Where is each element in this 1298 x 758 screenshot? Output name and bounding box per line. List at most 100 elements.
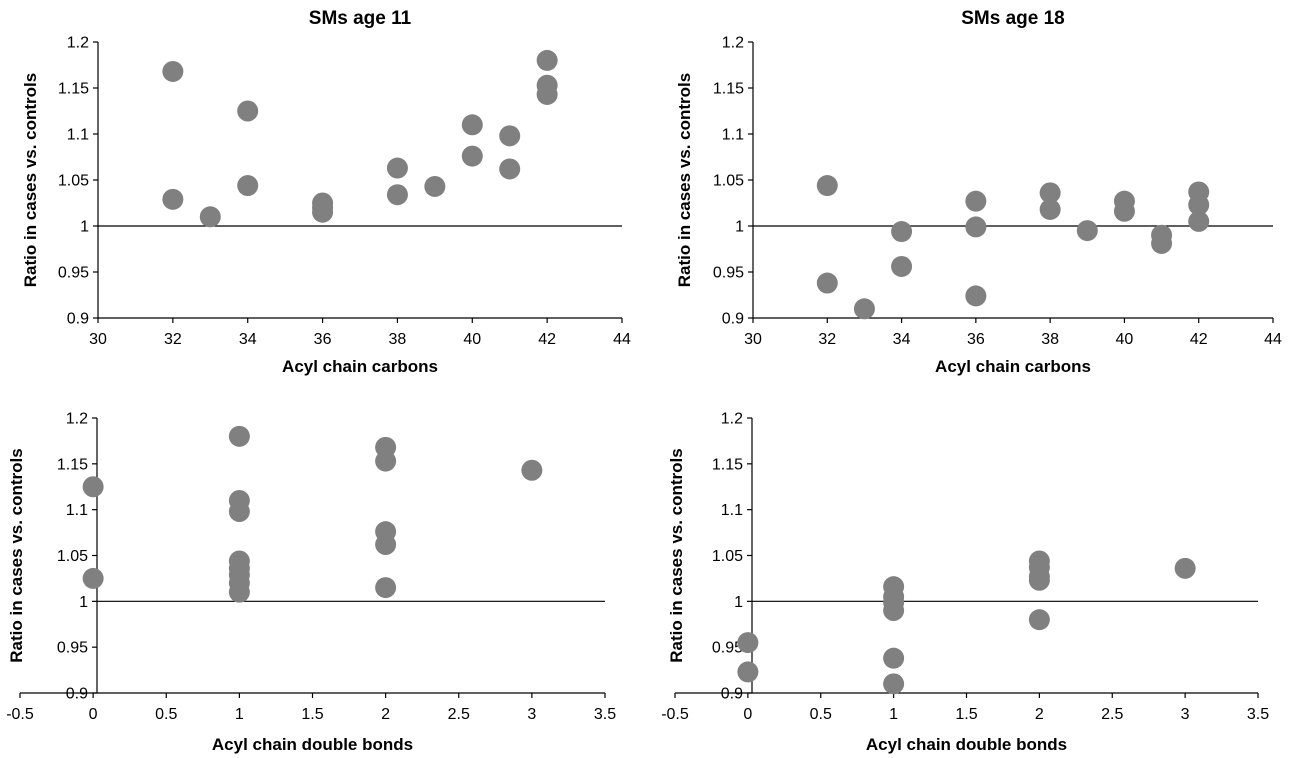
data-point — [386, 157, 408, 179]
data-point — [816, 272, 838, 294]
data-point — [891, 255, 913, 277]
y-axis-label: Ratio in cases vs. controls — [7, 448, 26, 662]
x-tick-label: -0.5 — [661, 706, 689, 723]
y-tick-label: 1.2 — [721, 411, 743, 428]
data-point — [1188, 194, 1210, 216]
y-tick-label: 1.1 — [722, 127, 744, 144]
data-point — [82, 476, 104, 498]
chart-panel-3: 0.9 0.95 1 1.05 1.1 1.15 1.2 -0.5 0 0.5 1 1.5 2 2.5 3 3… — [6, 411, 616, 755]
y-tick-label: 1.05 — [713, 173, 744, 190]
y-axis-label: Ratio in cases vs. controls — [675, 73, 694, 287]
data-point — [965, 216, 987, 238]
y-tick-label: 0.9 — [721, 686, 743, 703]
x-tick-label: 30 — [744, 331, 762, 348]
y-tick-label: 1.2 — [67, 35, 89, 52]
data-point — [965, 190, 987, 212]
x-tick-label: 32 — [818, 331, 836, 348]
y-tick-label: 1.05 — [58, 173, 89, 190]
data-point — [816, 175, 838, 197]
data-point — [1039, 198, 1061, 220]
y-tick-label: 1.15 — [57, 456, 88, 473]
data-point — [312, 201, 334, 223]
data-point — [883, 600, 905, 621]
x-tick-label: 0.5 — [810, 706, 832, 723]
chart-panel-2: SMs age 18 0.9 0.95 1 1.05 1.1 1.15 1.2 30 32 34 36… — [675, 8, 1282, 376]
x-axis-label: Acyl chain carbons — [282, 357, 438, 376]
data-point — [375, 534, 397, 555]
x-axis-label: Acyl chain double bonds — [212, 735, 413, 754]
y-tick-label: 1.15 — [713, 81, 744, 98]
x-tick-label: 3 — [527, 706, 536, 723]
y-tick-label: 0.9 — [67, 311, 89, 328]
x-tick-label: 34 — [893, 331, 911, 348]
data-point — [883, 647, 905, 669]
data-point — [499, 158, 521, 180]
y-tick-label: 1.2 — [722, 35, 744, 52]
chart-panel-1: SMs age 11 0.9 0.95 1 1.05 1.1 1.15 1.2 30 32 34 36… — [21, 8, 631, 376]
y-tick-label: 1.15 — [58, 81, 89, 98]
x-tick-label: 1 — [889, 706, 898, 723]
x-tick-label: 38 — [389, 331, 407, 348]
data-point — [424, 175, 446, 197]
y-tick-label: 0.9 — [722, 311, 744, 328]
x-tick-label: 2.5 — [1101, 706, 1123, 723]
x-tick-label: 40 — [1116, 331, 1134, 348]
data-point — [536, 49, 558, 71]
data-point — [375, 450, 397, 472]
chart-title: SMs age 18 — [961, 8, 1065, 29]
y-axis-label: Ratio in cases vs. controls — [21, 73, 40, 287]
data-point — [386, 184, 408, 206]
x-tick-label: 30 — [89, 331, 107, 348]
data-point — [499, 125, 521, 147]
x-tick-label: 3 — [1181, 706, 1190, 723]
data-point — [199, 206, 221, 228]
data-point — [461, 114, 483, 136]
data-point — [737, 661, 759, 683]
x-tick-label: 34 — [239, 331, 257, 348]
data-point — [82, 567, 104, 589]
data-point — [1151, 232, 1173, 254]
x-axis-label: Acyl chain carbons — [935, 357, 1091, 376]
x-tick-label: 1.5 — [301, 706, 323, 723]
y-tick-label: 1.1 — [721, 502, 743, 519]
x-tick-label: 3.5 — [594, 706, 616, 723]
y-tick-label: 1.05 — [57, 548, 88, 565]
chart-title: SMs age 11 — [309, 8, 412, 29]
y-tick-label: 1 — [80, 219, 89, 236]
x-tick-label: -0.5 — [6, 706, 34, 723]
data-point — [1174, 557, 1196, 579]
data-point — [1028, 569, 1050, 591]
data-point — [1188, 210, 1210, 232]
x-tick-label: 32 — [164, 331, 182, 348]
data-point — [737, 632, 759, 654]
y-tick-label: 1 — [734, 594, 743, 611]
y-tick-label: 1.1 — [66, 502, 88, 519]
data-point — [891, 221, 913, 243]
y-tick-label: 1 — [735, 219, 744, 236]
data-point — [1076, 220, 1098, 242]
x-tick-label: 2 — [1035, 706, 1044, 723]
y-tick-label: 1.1 — [67, 127, 89, 144]
data-point — [883, 673, 905, 695]
x-tick-label: 3.5 — [1247, 706, 1269, 723]
x-axis-label: Acyl chain double bonds — [866, 735, 1067, 754]
data-point — [521, 459, 543, 481]
data-point — [853, 298, 875, 320]
x-tick-label: 2 — [381, 706, 390, 723]
y-tick-label: 1.2 — [66, 411, 88, 428]
x-tick-label: 44 — [613, 331, 631, 348]
data-point — [1039, 182, 1061, 204]
y-tick-label: 1.15 — [712, 456, 743, 473]
data-point — [228, 501, 250, 522]
x-tick-label: 40 — [463, 331, 481, 348]
x-tick-label: 1 — [235, 706, 244, 723]
y-axis-label: Ratio in cases vs. controls — [667, 448, 686, 662]
x-tick-label: 0 — [89, 706, 98, 723]
y-tick-label: 0.95 — [58, 265, 89, 282]
data-point — [228, 425, 250, 447]
data-point — [536, 83, 558, 105]
data-point — [237, 175, 259, 197]
x-tick-label: 2.5 — [448, 706, 470, 723]
y-tick-label: 1.05 — [712, 548, 743, 565]
